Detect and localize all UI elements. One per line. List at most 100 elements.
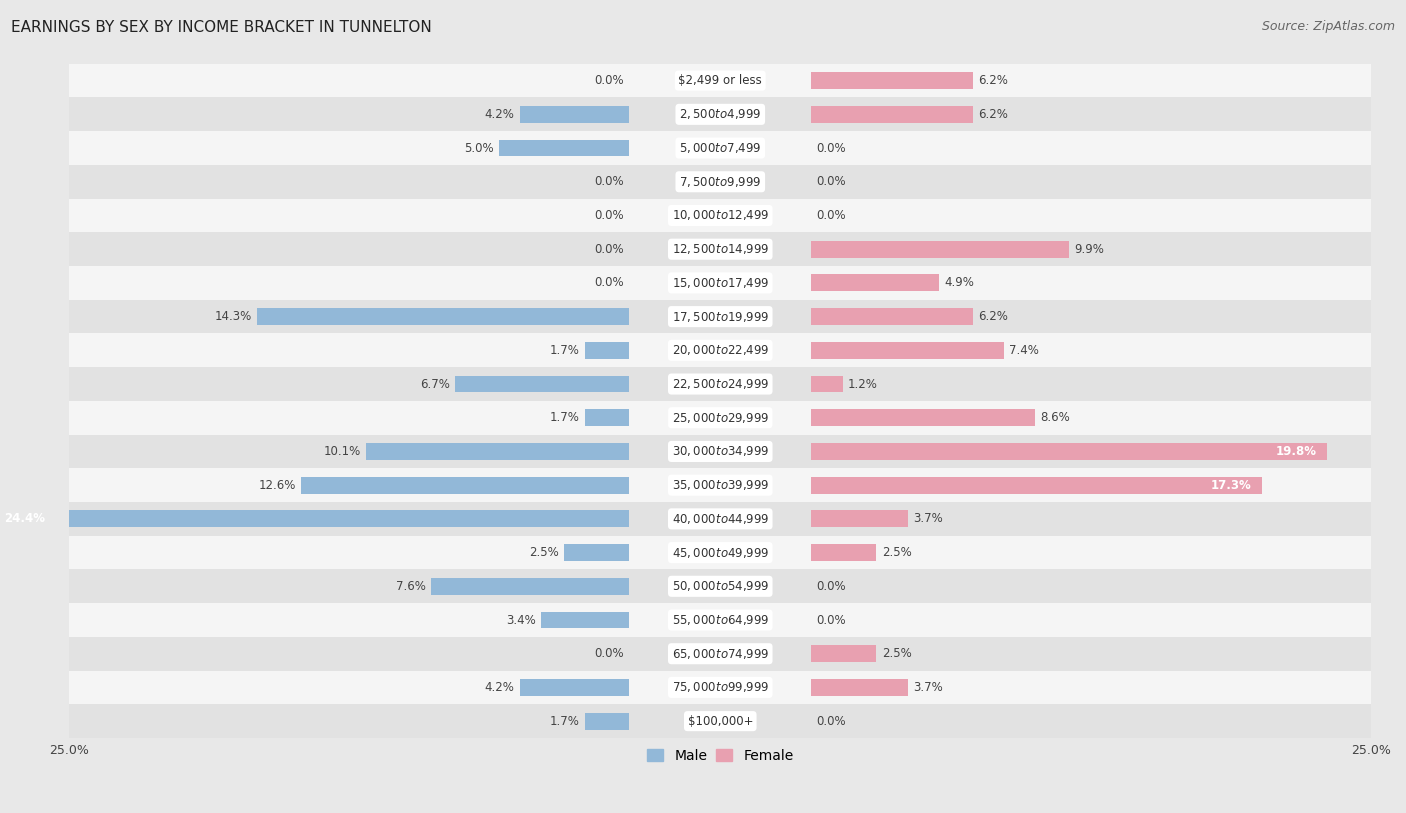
Text: $5,000 to $7,499: $5,000 to $7,499 [679, 141, 762, 155]
Text: $2,500 to $4,999: $2,500 to $4,999 [679, 107, 762, 121]
Text: Source: ZipAtlas.com: Source: ZipAtlas.com [1261, 20, 1395, 33]
Bar [69, 98, 1371, 131]
Text: 6.2%: 6.2% [979, 74, 1008, 87]
Bar [811, 241, 1069, 258]
Text: 10.1%: 10.1% [323, 445, 361, 458]
Text: 7.6%: 7.6% [396, 580, 426, 593]
Text: 0.0%: 0.0% [595, 276, 624, 289]
Text: $2,499 or less: $2,499 or less [679, 74, 762, 87]
Bar [811, 72, 973, 89]
Bar [564, 544, 628, 561]
Text: $55,000 to $64,999: $55,000 to $64,999 [672, 613, 769, 627]
Text: EARNINGS BY SEX BY INCOME BRACKET IN TUNNELTON: EARNINGS BY SEX BY INCOME BRACKET IN TUN… [11, 20, 432, 35]
Bar [69, 300, 1371, 333]
Bar [257, 308, 628, 325]
Text: $75,000 to $99,999: $75,000 to $99,999 [672, 680, 769, 694]
Text: $25,000 to $29,999: $25,000 to $29,999 [672, 411, 769, 424]
Bar [366, 443, 628, 460]
Bar [811, 646, 876, 662]
Text: 0.0%: 0.0% [595, 176, 624, 189]
Text: 0.0%: 0.0% [595, 74, 624, 87]
Text: 5.0%: 5.0% [464, 141, 494, 154]
Text: 7.4%: 7.4% [1010, 344, 1039, 357]
Bar [69, 266, 1371, 300]
Text: $30,000 to $34,999: $30,000 to $34,999 [672, 445, 769, 459]
Text: $65,000 to $74,999: $65,000 to $74,999 [672, 646, 769, 661]
Text: 0.0%: 0.0% [817, 209, 846, 222]
Text: 2.5%: 2.5% [882, 546, 911, 559]
Bar [0, 511, 628, 528]
Bar [69, 233, 1371, 266]
Bar [520, 679, 628, 696]
Text: 4.2%: 4.2% [485, 108, 515, 121]
Text: $50,000 to $54,999: $50,000 to $54,999 [672, 580, 769, 593]
Text: 6.2%: 6.2% [979, 310, 1008, 323]
Text: 12.6%: 12.6% [259, 479, 295, 492]
Text: 19.8%: 19.8% [1275, 445, 1316, 458]
Bar [69, 131, 1371, 165]
Text: 0.0%: 0.0% [817, 141, 846, 154]
Bar [432, 578, 628, 595]
Legend: Male, Female: Male, Female [641, 743, 800, 768]
Bar [585, 713, 628, 729]
Bar [69, 671, 1371, 704]
Bar [585, 409, 628, 426]
Text: 0.0%: 0.0% [595, 647, 624, 660]
Bar [811, 106, 973, 123]
Text: 4.2%: 4.2% [485, 681, 515, 694]
Text: 0.0%: 0.0% [595, 209, 624, 222]
Bar [811, 275, 939, 291]
Text: 0.0%: 0.0% [817, 614, 846, 627]
Text: 3.7%: 3.7% [912, 681, 942, 694]
Bar [585, 342, 628, 359]
Text: 17.3%: 17.3% [1211, 479, 1251, 492]
Text: 1.7%: 1.7% [550, 344, 579, 357]
Text: $17,500 to $19,999: $17,500 to $19,999 [672, 310, 769, 324]
Text: $10,000 to $12,499: $10,000 to $12,499 [672, 208, 769, 223]
Text: $20,000 to $22,499: $20,000 to $22,499 [672, 343, 769, 358]
Text: 9.9%: 9.9% [1074, 243, 1104, 256]
Text: 24.4%: 24.4% [4, 512, 45, 525]
Bar [454, 376, 628, 393]
Bar [811, 511, 908, 528]
Text: 2.5%: 2.5% [529, 546, 558, 559]
Bar [811, 476, 1261, 493]
Bar [811, 443, 1327, 460]
Text: $100,000+: $100,000+ [688, 715, 754, 728]
Bar [69, 63, 1371, 98]
Bar [69, 435, 1371, 468]
Bar [69, 367, 1371, 401]
Bar [69, 569, 1371, 603]
Text: 1.7%: 1.7% [550, 411, 579, 424]
Text: 4.9%: 4.9% [945, 276, 974, 289]
Text: 6.2%: 6.2% [979, 108, 1008, 121]
Text: 0.0%: 0.0% [817, 580, 846, 593]
Bar [520, 106, 628, 123]
Bar [811, 308, 973, 325]
Bar [301, 476, 628, 493]
Text: 3.7%: 3.7% [912, 512, 942, 525]
Bar [811, 376, 842, 393]
Text: $45,000 to $49,999: $45,000 to $49,999 [672, 546, 769, 559]
Text: 1.2%: 1.2% [848, 377, 877, 390]
Text: 0.0%: 0.0% [817, 176, 846, 189]
Bar [69, 333, 1371, 367]
Bar [69, 536, 1371, 569]
Text: $12,500 to $14,999: $12,500 to $14,999 [672, 242, 769, 256]
Text: 0.0%: 0.0% [595, 243, 624, 256]
Bar [811, 544, 876, 561]
Text: $40,000 to $44,999: $40,000 to $44,999 [672, 512, 769, 526]
Text: 8.6%: 8.6% [1040, 411, 1070, 424]
Bar [541, 611, 628, 628]
Text: 6.7%: 6.7% [419, 377, 450, 390]
Bar [69, 603, 1371, 637]
Bar [69, 704, 1371, 738]
Bar [69, 401, 1371, 435]
Text: $7,500 to $9,999: $7,500 to $9,999 [679, 175, 762, 189]
Text: 3.4%: 3.4% [506, 614, 536, 627]
Text: 2.5%: 2.5% [882, 647, 911, 660]
Text: 1.7%: 1.7% [550, 715, 579, 728]
Text: $22,500 to $24,999: $22,500 to $24,999 [672, 377, 769, 391]
Bar [811, 679, 908, 696]
Bar [69, 637, 1371, 671]
